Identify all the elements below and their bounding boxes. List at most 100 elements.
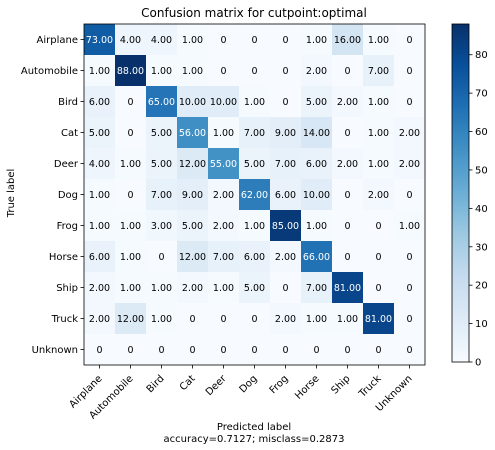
cell-value-label: 0: [344, 190, 350, 201]
matrix-cell: [394, 55, 426, 87]
cell-value-label: 0: [406, 314, 412, 325]
x-tick-label: Ship: [329, 373, 352, 396]
matrix-cell: [239, 210, 271, 242]
matrix-cell: [394, 241, 426, 273]
cell-value-label: 56.00: [179, 128, 206, 139]
cell-value-label: 3.00: [151, 221, 172, 232]
cell-value-label: 2.00: [89, 283, 110, 294]
cell-value-label: 5.00: [244, 283, 265, 294]
cell-value-label: 1.00: [182, 66, 203, 77]
cell-value-label: 1.00: [151, 283, 172, 294]
matrix: 73.00 4.00 4.00 1.00 0 0 0 1.00 16.00 1.00 0 1.00 88…: [21, 23, 426, 422]
cell-value-label: 0: [220, 345, 226, 356]
cell-value-label: 7.00: [244, 128, 265, 139]
cell-value-label: 0: [406, 283, 412, 294]
x-tick-label: Truck: [356, 373, 383, 400]
matrix-cell: [301, 86, 333, 118]
cell-value-label: 0: [344, 221, 350, 232]
cell-value-label: 16.00: [334, 35, 361, 46]
cell-value-label: 12.00: [179, 252, 206, 263]
colorbar-tick-label: 50: [475, 165, 488, 176]
cell-value-label: 1.00: [89, 190, 110, 201]
cell-value-label: 2.00: [399, 159, 420, 170]
cell-value-label: 1.00: [368, 128, 389, 139]
matrix-cell: [208, 334, 240, 366]
cell-value-label: 0: [375, 221, 381, 232]
cell-value-label: 2.00: [337, 97, 358, 108]
matrix-cell: [394, 272, 426, 304]
matrix-cell: [84, 55, 116, 87]
cell-value-label: 1.00: [244, 221, 265, 232]
matrix-cell: [394, 86, 426, 118]
colorbar: 0 10 20 30 40 50 60 70 80: [451, 23, 488, 369]
y-tick-label: Frog: [57, 221, 78, 232]
cell-value-label: 1.00: [244, 97, 265, 108]
cell-value-label: 10.00: [179, 97, 206, 108]
matrix-cell: [394, 148, 426, 180]
cell-value-label: 1.00: [151, 66, 172, 77]
matrix-cell: [115, 241, 147, 273]
cell-value-label: 10.00: [210, 97, 237, 108]
cell-value-label: 9.00: [182, 190, 203, 201]
cell-value-label: 0: [127, 128, 133, 139]
matrix-cell: [301, 303, 333, 335]
cell-value-label: 0: [344, 128, 350, 139]
y-axis-label: True label: [6, 169, 17, 219]
cell-value-label: 2.00: [275, 252, 296, 263]
matrix-cell: [332, 117, 364, 149]
cell-value-label: 0: [189, 314, 195, 325]
colorbar-tick-label: 10: [475, 319, 488, 330]
matrix-cell: [208, 117, 240, 149]
cell-value-label: 5.00: [89, 128, 110, 139]
matrix-cell: [146, 86, 178, 118]
matrix-cell: [208, 148, 240, 180]
cell-value-label: 62.00: [241, 190, 268, 201]
matrix-cell: [208, 210, 240, 242]
matrix-cell: [363, 86, 395, 118]
matrix-cell: [270, 117, 302, 149]
matrix-cell: [177, 210, 209, 242]
cell-value-label: 0: [282, 97, 288, 108]
matrix-cell: [177, 55, 209, 87]
matrix-cell: [208, 179, 240, 211]
colorbar-tick-label: 20: [475, 281, 488, 292]
matrix-cell: [270, 24, 302, 56]
matrix-cell: [270, 334, 302, 366]
matrix-cell: [301, 148, 333, 180]
matrix-cell: [239, 86, 271, 118]
matrix-cell: [177, 241, 209, 273]
cell-value-label: 0: [375, 345, 381, 356]
cell-value-label: 0: [251, 66, 257, 77]
cell-value-label: 4.00: [151, 35, 172, 46]
cell-value-label: 6.00: [275, 190, 296, 201]
cell-value-label: 0: [251, 314, 257, 325]
matrix-cell: [84, 148, 116, 180]
y-tick-label: Airplane: [37, 35, 78, 46]
matrix-cell: [115, 24, 147, 56]
cell-value-label: 0: [127, 345, 133, 356]
cell-value-label: 1.00: [306, 35, 327, 46]
cell-value-label: 1.00: [399, 221, 420, 232]
matrix-cell: [239, 24, 271, 56]
cell-value-label: 0: [251, 345, 257, 356]
cell-value-label: 6.00: [306, 159, 327, 170]
matrix-cell: [332, 303, 364, 335]
matrix-cell: [146, 303, 178, 335]
matrix-cell: [115, 272, 147, 304]
cell-value-label: 0: [158, 252, 164, 263]
cell-value-label: 1.00: [120, 159, 141, 170]
matrix-cell: [115, 148, 147, 180]
matrix-cell: [301, 210, 333, 242]
cell-value-label: 5.00: [182, 221, 203, 232]
cell-value-label: 81.00: [334, 283, 361, 294]
cell-value-label: 1.00: [213, 128, 234, 139]
cell-value-label: 5.00: [151, 159, 172, 170]
matrix-cell: [363, 272, 395, 304]
matrix-cell: [270, 179, 302, 211]
matrix-cell: [239, 272, 271, 304]
cell-value-label: 2.00: [213, 221, 234, 232]
colorbar-bar: [451, 23, 470, 363]
matrix-cell: [332, 241, 364, 273]
cell-value-label: 2.00: [275, 314, 296, 325]
